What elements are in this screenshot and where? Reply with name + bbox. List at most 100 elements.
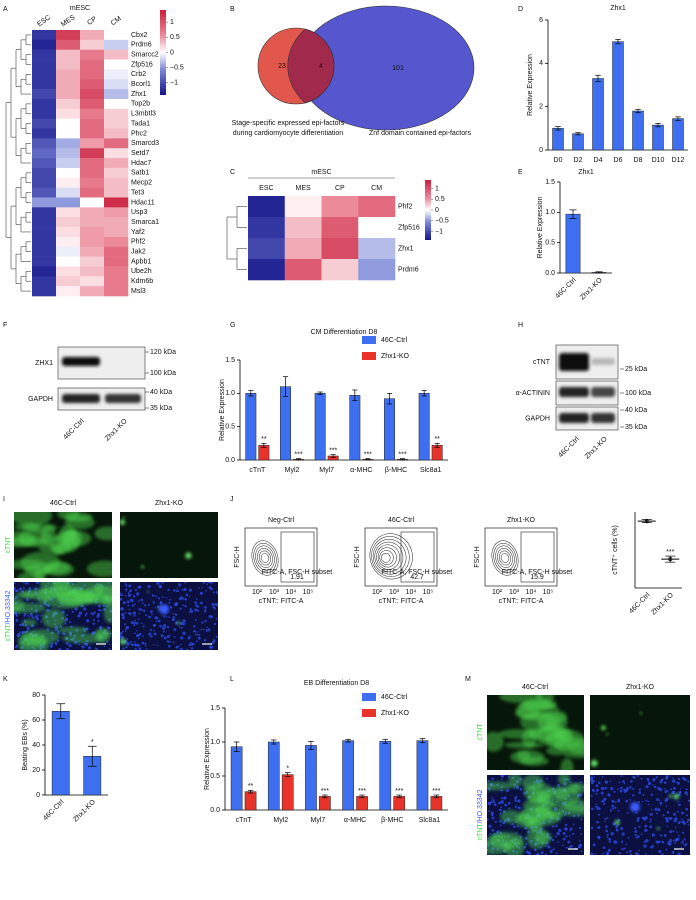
nucleus [175,646,178,649]
y-tick-label: 4 [539,60,543,67]
blot-frame [57,387,146,411]
nucleus [208,582,211,584]
nucleus [686,814,689,817]
nucleus [677,821,680,825]
heatmap-cell [80,49,105,60]
nucleus [147,585,151,588]
nucleus [214,603,217,606]
heatmap-cell [80,236,105,248]
signal [41,608,66,629]
row-label-part: cTNT [5,624,12,642]
heatmap-cell [56,177,81,188]
nucleus [142,625,145,628]
heatmap-cell [80,167,105,179]
x-tick-label: β-MHC [381,817,403,824]
nucleus [85,619,90,623]
cluster [630,802,640,812]
nucleus [625,843,628,846]
nucleus [503,775,506,776]
nucleus [572,832,575,836]
legend-swatch [362,693,376,701]
nucleus [204,609,207,611]
micrograph [487,695,584,770]
colorbar-tick-label: 1 [170,19,174,26]
nucleus [65,617,69,621]
nucleus [591,788,595,792]
bar [356,796,368,811]
nucleus [180,596,184,600]
contour [500,553,510,563]
x-axis-label: cTNT:: FITC-A [499,598,544,605]
nucleus [685,788,688,791]
nucleus [193,630,196,633]
nucleus [578,840,581,842]
signal [86,560,112,577]
y-tick-label: 1.5 [225,357,235,364]
signal [57,512,80,520]
signal [120,638,127,645]
bar [342,740,354,811]
nucleus [14,611,18,615]
nucleus [172,612,175,615]
nucleus [189,635,192,637]
nucleus [142,635,144,637]
nucleus [142,609,146,613]
nucleus [133,621,137,625]
y-tick-label: 0.5 [545,240,555,247]
nucleus [595,805,597,808]
signal [94,526,112,541]
bar [672,118,684,151]
nucleus [17,632,20,636]
nucleus [151,613,153,615]
nucleus [643,841,646,844]
nucleus [658,849,662,854]
x-axis-label: cTNT:: FITC-A [379,598,424,605]
contour [259,550,271,566]
signal [601,725,606,731]
nucleus [71,610,74,613]
nucleus [676,831,678,833]
colorbar-tick-label: 0.5 [435,196,445,203]
nucleus [681,840,685,843]
nucleus [638,791,642,795]
nucleus [142,602,144,605]
legend-label: Zhx1-KO [381,710,410,717]
heatmap-cell [56,118,81,129]
nucleus [185,593,189,597]
nucleus [597,826,601,830]
nucleus [84,642,89,647]
nucleus [215,618,218,620]
x-tick-label: Zhx1-KO [72,798,97,823]
x-tick-label: D0 [554,157,563,164]
nucleus [24,582,28,585]
nucleus [501,797,504,800]
gate [400,531,435,583]
nucleus [514,796,518,799]
signal [673,793,680,800]
row-label: Ube2h [131,268,152,275]
nucleus [623,788,626,791]
nucleus [632,788,635,790]
nucleus [491,777,494,780]
nucleus [606,853,609,855]
nucleus [650,808,653,811]
nucleus [18,612,21,615]
nucleus [152,594,155,597]
nucleus [125,625,130,630]
nucleus [208,614,212,618]
y-tick-label: 0.0 [225,457,235,464]
significance: * [286,765,289,772]
nucleus [92,619,95,622]
nucleus [182,604,185,607]
nucleus [140,598,144,602]
nucleus [14,623,15,626]
nucleus [128,608,131,611]
plot-title: Neg-Ctrl [268,517,295,524]
row-label: L3mbtl3 [131,111,156,118]
signal [14,591,37,599]
nucleus [578,826,582,830]
heatmap-cell [80,246,105,257]
nucleus [124,588,128,591]
bar [280,386,291,461]
nucleus [645,785,649,789]
